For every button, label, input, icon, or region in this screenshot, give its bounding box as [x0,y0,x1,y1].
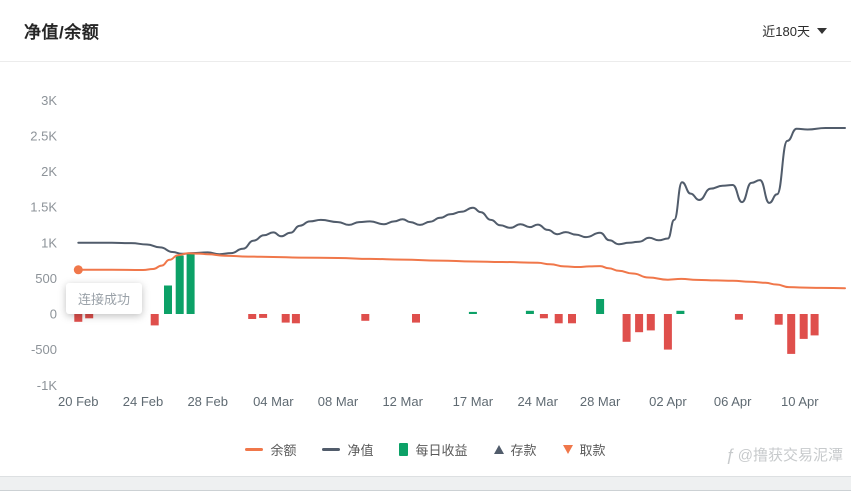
x-axis-tick: 24 Mar [517,394,558,409]
bar-icon [399,443,409,456]
daily-pnl-bar[interactable] [412,314,420,323]
watermark-logo-icon: ƒ [725,444,735,464]
daily-pnl-bar[interactable] [568,314,576,324]
date-range-selector[interactable]: 近180天 [762,21,827,40]
x-axis-tick: 28 Mar [580,394,621,409]
daily-pnl-bar[interactable] [281,314,290,323]
daily-pnl-bar[interactable] [164,285,172,315]
card-header: 净值/余额 近180天 [0,0,851,62]
chart-card: 净值/余额 近180天 3K 2.5K 2K 1.5K 1K 500 0 -500 -1K 20 … [0,0,851,477]
date-range-label: 近180天 [762,24,810,39]
connection-toast: 连接成功 [66,283,143,314]
x-axis-tick: 06 Apr [714,394,752,409]
legend-item-0[interactable]: 余额 [245,440,296,459]
daily-pnl-bar[interactable] [554,314,563,324]
daily-pnl-bar[interactable] [186,253,195,314]
chart-area[interactable]: 3K 2.5K 2K 1.5K 1K 500 0 -500 -1K 20 Feb 24 Feb 28 … [0,62,851,422]
y-axis-tick: -1K [37,378,58,393]
line-icon [322,448,341,451]
x-axis-tick: 28 Feb [187,394,227,409]
y-axis-tick: 500 [35,271,57,286]
daily-pnl-bar[interactable] [734,314,743,320]
daily-pnl-bar[interactable] [596,299,605,314]
watermark-text: @撸获交易泥潭 [737,447,843,464]
y-axis-tick: 3K [41,93,57,108]
x-axis-tick: 17 Mar [453,394,494,409]
x-axis-tick: 24 Feb [123,394,163,409]
legend-label: 取款 [579,443,606,458]
daily-pnl-bar[interactable] [676,310,685,314]
daily-pnl-bar[interactable] [468,311,477,314]
y-axis-tick: 1.5K [30,200,57,215]
x-axis-tick: 20 Feb [58,394,98,409]
triangle-down-icon [562,445,573,454]
legend-label: 存款 [510,443,537,458]
line-余额[interactable] [77,252,846,290]
x-axis-tick: 02 Apr [649,394,687,409]
chevron-down-icon [817,27,827,34]
daily-pnl-bar[interactable] [361,314,370,321]
daily-pnl-bar[interactable] [635,314,644,333]
daily-pnl-bar[interactable] [175,255,184,314]
x-axis-tick: 12 Mar [382,394,423,409]
daily-pnl-bar[interactable] [663,314,672,350]
triangle-up-icon [493,445,504,454]
daily-pnl-bar[interactable] [291,314,300,324]
y-axis-tick: 2K [41,164,57,179]
y-axis-tick: 2.5K [30,128,57,143]
y-axis-tick: 0 [50,307,57,322]
daily-pnl-bar[interactable] [622,314,631,342]
daily-pnl-bar[interactable] [774,314,783,325]
y-axis-tick: 1K [41,235,57,250]
legend-item-2[interactable]: 每日收益 [399,440,468,459]
legend-label: 净值 [347,443,374,458]
legend-label: 余额 [270,443,297,458]
daily-pnl-bar[interactable] [259,314,268,318]
x-axis-tick: 04 Mar [253,394,294,409]
y-axis-tick: -500 [31,342,57,357]
daily-pnl-bar[interactable] [787,314,796,354]
legend-item-4[interactable]: 取款 [562,440,606,459]
line-净值[interactable] [77,127,846,256]
watermark: ƒ @撸获交易泥潭 [725,444,843,465]
page-title: 净值/余额 [24,23,100,42]
daily-pnl-bar[interactable] [85,314,94,319]
legend: 余额 净值 每日收益 存款 取款 [0,440,851,459]
legend-item-1[interactable]: 净值 [322,440,373,459]
x-axis-tick: 10 Apr [781,394,819,409]
daily-pnl-bar[interactable] [539,314,548,319]
daily-pnl-bar[interactable] [248,314,257,319]
daily-pnl-bar[interactable] [646,314,655,331]
hover-point-marker [73,265,83,275]
legend-item-3[interactable]: 存款 [493,440,537,459]
legend-label: 每日收益 [415,443,468,458]
daily-pnl-bar[interactable] [74,314,83,322]
daily-pnl-bar[interactable] [150,314,159,326]
line-icon [245,448,264,451]
daily-pnl-bar[interactable] [810,314,819,336]
daily-pnl-bar[interactable] [525,310,534,314]
daily-pnl-bar[interactable] [799,314,808,339]
x-axis-tick: 08 Mar [318,394,359,409]
